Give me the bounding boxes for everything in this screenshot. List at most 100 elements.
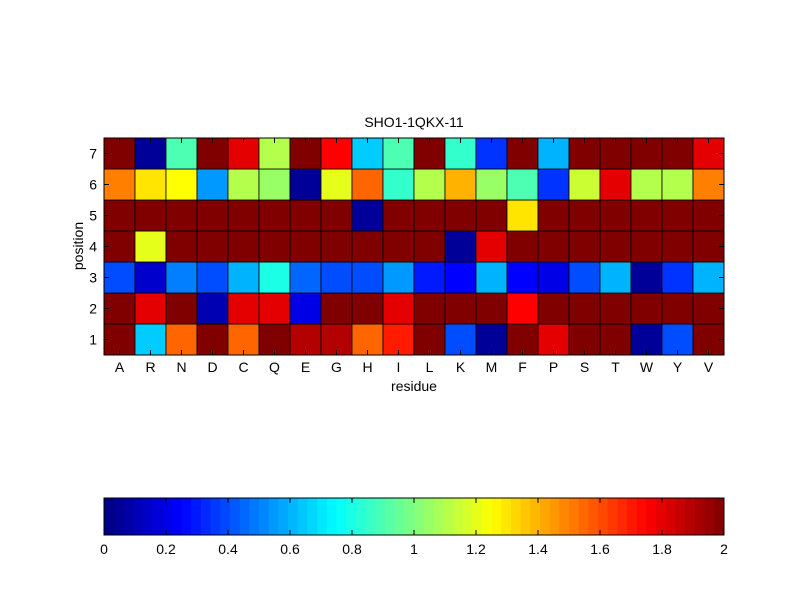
y-tick-label: 1 [89, 332, 97, 348]
heatmap-cell-K-1 [444, 323, 477, 356]
x-tick-label: T [611, 359, 620, 375]
colorbar-tick-label: 0.6 [280, 541, 300, 557]
heatmap-cell-M-6 [475, 168, 508, 201]
heatmap-cell-H-2 [351, 292, 384, 325]
heatmap-cell-Y-2 [661, 292, 694, 325]
colorbar-strip [404, 498, 415, 535]
colorbar-strip [142, 498, 153, 535]
colorbar-strip [278, 498, 289, 535]
colorbar-strip [355, 498, 366, 535]
heatmap-cell-P-3 [537, 261, 570, 294]
heatmap-cell-W-3 [630, 261, 663, 294]
colorbar-strip [171, 498, 182, 535]
colorbar-strip [220, 498, 231, 535]
heatmap-cell-N-3 [165, 261, 198, 294]
x-tick-label: G [331, 359, 342, 375]
colorbar-tick-label: 1.4 [528, 541, 548, 557]
colorbar-strip [665, 498, 676, 535]
heatmap-cell-G-3 [320, 261, 353, 294]
colorbar-strip [704, 498, 715, 535]
heatmap-cell-S-1 [568, 323, 601, 356]
heatmap-cell-M-2 [475, 292, 508, 325]
heatmap-cell-Y-5 [661, 199, 694, 232]
heatmap-cell-P-7 [537, 137, 570, 170]
heatmap-cell-D-6 [196, 168, 229, 201]
colorbar-strip [520, 498, 531, 535]
colorbar-strip [162, 498, 173, 535]
heatmap-cell-K-6 [444, 168, 477, 201]
heatmap-cell-D-4 [196, 230, 229, 263]
x-tick-label: K [456, 359, 466, 375]
x-tick-label: I [397, 359, 401, 375]
colorbar-strip [375, 498, 386, 535]
heatmap-cell-F-5 [506, 199, 539, 232]
heatmap-cell-Q-5 [258, 199, 291, 232]
heatmap-cell-C-5 [227, 199, 260, 232]
heatmap-cell-H-3 [351, 261, 384, 294]
colorbar-strip [636, 498, 647, 535]
colorbar-strip [646, 498, 657, 535]
colorbar-strip [181, 498, 192, 535]
x-tick-label: A [115, 359, 125, 375]
heatmap-cell-N-4 [165, 230, 198, 263]
heatmap-cell-C-2 [227, 292, 260, 325]
x-tick-label: H [362, 359, 372, 375]
heatmap-cell-K-5 [444, 199, 477, 232]
heatmap-cell-E-4 [289, 230, 322, 263]
heatmap-cell-I-4 [382, 230, 415, 263]
y-tick-label: 3 [89, 270, 97, 286]
colorbar-strip [268, 498, 279, 535]
heatmap-cells [103, 137, 725, 356]
colorbar-strip [191, 498, 202, 535]
heatmap-cell-P-2 [537, 292, 570, 325]
heatmap-cell-L-3 [413, 261, 446, 294]
colorbar-strip [501, 498, 512, 535]
heatmap-cell-T-5 [599, 199, 632, 232]
heatmap-cell-C-4 [227, 230, 260, 263]
colorbar-strip [607, 498, 618, 535]
x-tick-label: D [207, 359, 217, 375]
heatmap-cell-W-7 [630, 137, 663, 170]
y-axis-ticks: 1 2 3 4 5 6 7 [89, 146, 724, 348]
colorbar-strip [414, 498, 425, 535]
heatmap-cell-R-4 [134, 230, 167, 263]
heatmap-cell-D-3 [196, 261, 229, 294]
colorbar-tick-label: 1.2 [466, 541, 486, 557]
heatmap-cell-R-5 [134, 199, 167, 232]
colorbar-strip [384, 498, 396, 535]
heatmap-cell-W-4 [630, 230, 663, 263]
colorbar-strip [394, 498, 405, 535]
heatmap-cell-Q-2 [258, 292, 291, 325]
heatmap-cell-E-2 [289, 292, 322, 325]
chart-title: SHO1-1QKX-11 [364, 114, 464, 130]
heatmap-cell-F-4 [506, 230, 539, 263]
heatmap-cell-Y-1 [661, 323, 694, 356]
colorbar-strip [694, 498, 706, 535]
heatmap-cell-I-1 [382, 323, 415, 356]
heatmap-cell-N-2 [165, 292, 198, 325]
colorbar-strip [491, 498, 502, 535]
heatmap-cell-G-4 [320, 230, 353, 263]
heatmap-cell-K-2 [444, 292, 477, 325]
heatmap-cell-Y-6 [661, 168, 694, 201]
colorbar-tick-label: 2 [720, 541, 728, 557]
heatmap-cell-A-6 [103, 168, 136, 201]
colorbar-strip [297, 498, 308, 535]
x-tick-label: L [426, 359, 434, 375]
heatmap-cell-C-7 [227, 137, 260, 170]
colorbar-tick-label: 1.6 [590, 541, 610, 557]
heatmap-cell-F-2 [506, 292, 539, 325]
colorbar-strip [443, 498, 454, 535]
heatmap-cell-E-3 [289, 261, 322, 294]
heatmap-cell-R-3 [134, 261, 167, 294]
colorbar-strip [336, 498, 347, 535]
colorbar-tick-label: 0.2 [156, 541, 176, 557]
x-tick-label: M [486, 359, 498, 375]
heatmap-cell-L-6 [413, 168, 446, 201]
colorbar-strip [113, 498, 124, 535]
heatmap-cell-S-4 [568, 230, 601, 263]
heatmap-cell-F-3 [506, 261, 539, 294]
colorbar-strip [675, 498, 686, 535]
